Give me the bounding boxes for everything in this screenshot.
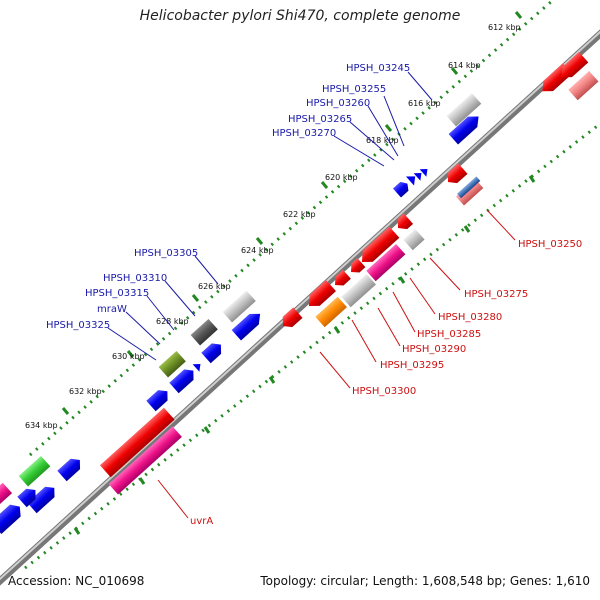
scale-tick-612: 612 kbp — [488, 23, 521, 32]
gene-reverse-03290[interactable] — [331, 269, 351, 290]
genome-summary-text: Topology: circular; Length: 1,608,548 bp… — [260, 574, 590, 588]
feature-grey-03275[interactable] — [403, 229, 425, 251]
gene-forward-03310[interactable] — [201, 339, 225, 364]
gene-forward-lower-2[interactable] — [27, 483, 59, 514]
gene-forward-lower-4[interactable] — [0, 501, 25, 534]
gene-reverse-03300[interactable] — [278, 307, 303, 331]
genome-backbone-highlight — [0, 30, 600, 581]
scale-tick-626: 626 kbp — [198, 282, 231, 291]
scale-tick-630: 630 kbp — [112, 352, 145, 361]
gene-label-03270[interactable]: HPSH_03270 — [272, 128, 336, 139]
feature-orange-03300[interactable] — [315, 296, 347, 328]
feature-pink-uvrA[interactable] — [108, 426, 182, 495]
gene-label-03295[interactable]: HPSH_03295 — [380, 360, 444, 371]
map-title: Helicobacter pylori Shi470, complete gen… — [139, 8, 461, 24]
gene-forward-03255[interactable] — [419, 165, 431, 177]
gene-reverse-uvrA[interactable] — [99, 407, 175, 478]
gene-label-03305[interactable]: HPSH_03305 — [134, 248, 198, 259]
inner-tick-ring — [24, 121, 600, 570]
gene-forward-03265[interactable] — [405, 172, 419, 186]
gene-label-03285[interactable]: HPSH_03285 — [417, 329, 481, 340]
scale-tick-614: 614 kbp — [448, 61, 481, 70]
gene-forward-lower-3[interactable] — [17, 485, 40, 508]
gene-label-03315[interactable]: HPSH_03315 — [85, 288, 149, 299]
scale-tick-622: 622 kbp — [283, 210, 316, 219]
gene-label-03255[interactable]: HPSH_03255 — [322, 84, 386, 95]
reverse-strand-features — [99, 51, 599, 495]
scale-tick-634: 634 kbp — [25, 421, 58, 430]
gene-reverse-03285[interactable] — [347, 258, 366, 276]
gene-label-03310[interactable]: HPSH_03310 — [103, 273, 167, 284]
feature-grey-03295[interactable] — [341, 274, 376, 308]
scale-tick-628: 628 kbp — [156, 317, 189, 326]
gene-forward-lower-1[interactable] — [57, 455, 84, 482]
genome-backbone — [0, 29, 600, 586]
feature-olive-mraW[interactable] — [158, 350, 186, 378]
callout-lines-red — [157, 209, 516, 519]
gene-label-03275[interactable]: HPSH_03275 — [464, 289, 528, 300]
gene-label-uvrA[interactable]: uvrA — [190, 516, 213, 527]
scale-tick-616: 616 kbp — [408, 99, 441, 108]
scale-tick-618: 618 kbp — [366, 136, 399, 145]
gene-label-03325[interactable]: HPSH_03325 — [46, 320, 110, 331]
gene-reverse-03295[interactable] — [304, 279, 336, 311]
feature-grey-03245[interactable] — [446, 93, 482, 127]
inner-major-ticks — [73, 175, 536, 535]
feature-steel-03250[interactable] — [456, 176, 481, 199]
gene-reverse-03250[interactable] — [443, 163, 468, 187]
feature-grey-03305[interactable] — [222, 290, 256, 323]
accession-text: Accession: NC_010698 — [8, 574, 145, 588]
outer-tick-ring — [29, 0, 556, 457]
gene-reverse-03275-small[interactable] — [393, 213, 414, 233]
gene-forward-03325[interactable] — [146, 386, 172, 412]
feature-pink-03280[interactable] — [366, 244, 406, 282]
scale-tick-620: 620 kbp — [325, 173, 358, 182]
outer-major-ticks — [61, 11, 523, 415]
gene-label-03245[interactable]: HPSH_03245 — [346, 63, 410, 74]
feature-salmon-03250[interactable] — [455, 179, 484, 206]
feature-salmon-topright[interactable] — [568, 71, 599, 101]
scale-tick-624: 624 kbp — [241, 246, 274, 255]
gene-reverse-topright-2[interactable] — [557, 51, 589, 82]
callout-lines — [107, 71, 433, 361]
gene-label-03265[interactable]: HPSH_03265 — [288, 114, 352, 125]
gene-label-03260[interactable]: HPSH_03260 — [306, 98, 370, 109]
gene-label-03300[interactable]: HPSH_03300 — [352, 386, 416, 397]
gene-label-03290[interactable]: HPSH_03290 — [402, 344, 466, 355]
feature-green[interactable] — [18, 455, 51, 487]
gene-forward-03245[interactable] — [448, 111, 484, 145]
gene-forward-03270[interactable] — [392, 179, 411, 198]
gene-forward-mraW[interactable] — [169, 365, 198, 394]
feature-pink-lower[interactable] — [0, 482, 13, 506]
gene-reverse-03275[interactable] — [357, 226, 400, 268]
gene-label-03280[interactable]: HPSH_03280 — [438, 312, 502, 323]
gene-forward-03260[interactable] — [413, 169, 425, 181]
scale-tick-632: 632 kbp — [69, 387, 102, 396]
gene-label-mraW[interactable]: mraW — [97, 304, 127, 315]
feature-dark-03310[interactable] — [190, 318, 218, 346]
gene-forward-03315[interactable] — [192, 360, 204, 372]
gene-forward-03305[interactable] — [231, 309, 265, 341]
forward-strand-features — [0, 93, 484, 534]
gene-label-03250[interactable]: HPSH_03250 — [518, 239, 582, 250]
